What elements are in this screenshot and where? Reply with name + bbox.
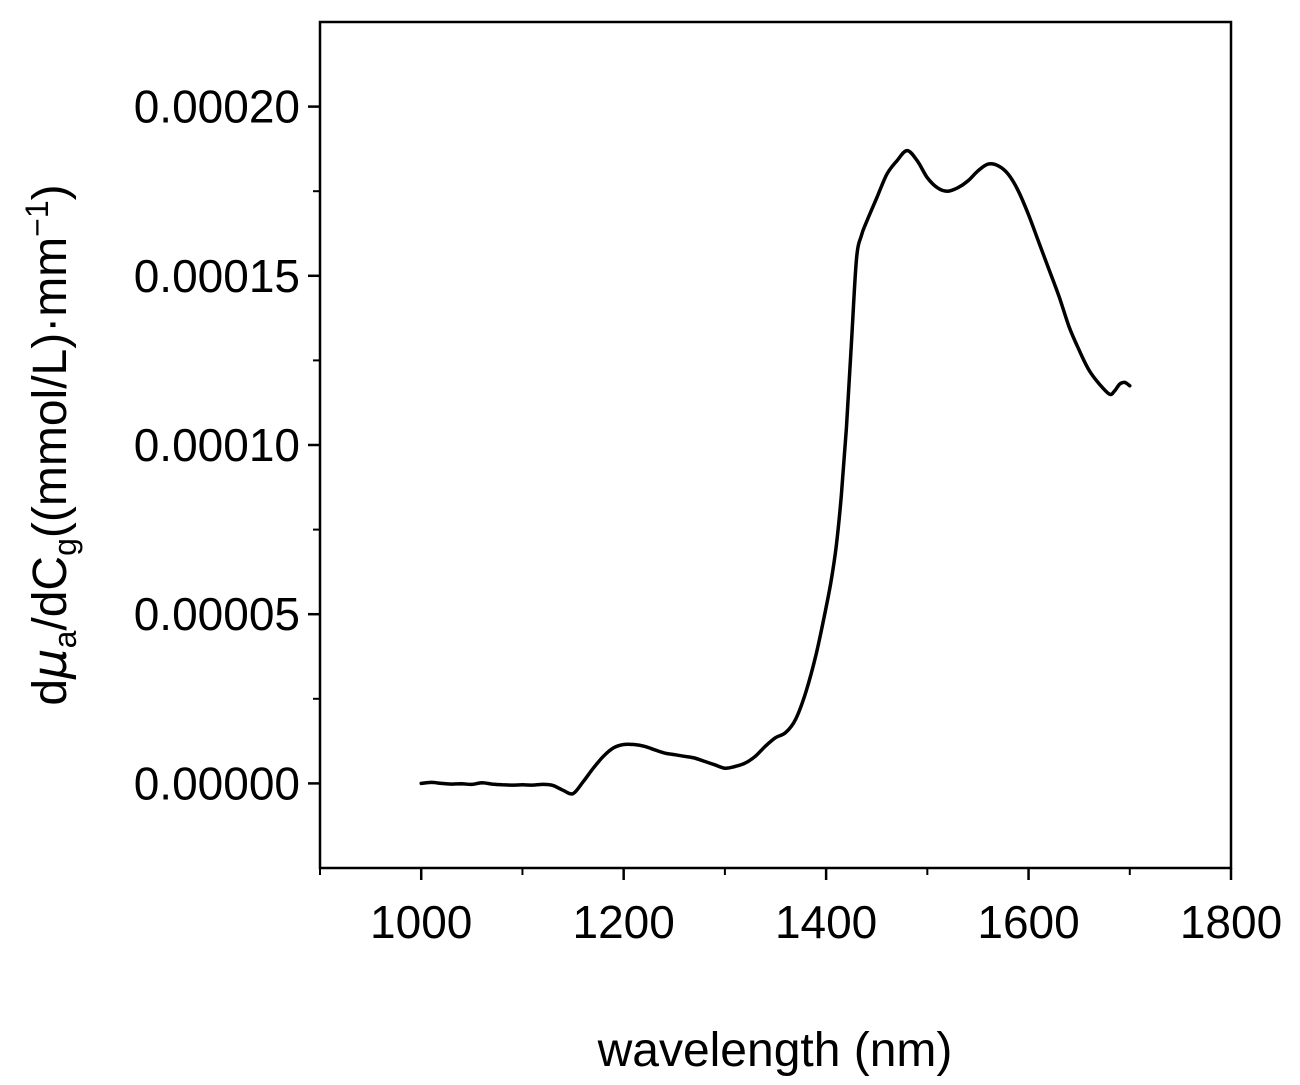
x-tick-label: 1400 — [775, 896, 877, 948]
y-tick-label: 0.00020 — [134, 81, 300, 133]
x-axis-label: wavelength (nm) — [597, 1024, 953, 1077]
plot-frame — [318, 20, 1233, 870]
y-tick-label: 0.00015 — [134, 250, 300, 302]
y-axis-label: dμa/dCg((mmol/L)·mm−1) — [19, 184, 83, 705]
y-label-mu: μ — [22, 648, 78, 680]
x-tick-label: 1800 — [1180, 896, 1282, 948]
y-label-middle: /dC — [24, 556, 77, 631]
y-label-c-subscript: g — [47, 538, 83, 556]
series-layer — [419, 148, 1132, 796]
y-tick-label: 0.00000 — [134, 757, 300, 809]
y-tick-label: 0.00010 — [134, 419, 300, 471]
series-line — [419, 148, 1132, 796]
y-label-mu-subscript: a — [47, 630, 83, 648]
y-label-prefix: d — [24, 679, 77, 706]
y-tick-label: 0.00005 — [134, 588, 300, 640]
y-label-close: ) — [24, 184, 77, 200]
y-label-units: ((mmol/L)·mm — [24, 237, 77, 538]
x-tick-label: 1600 — [977, 896, 1079, 948]
x-axis-ticks: 1000 1200 1400 1600 1800 — [319, 868, 1282, 948]
y-axis-ticks: 0.00000 0.00005 0.00010 0.00015 0.00020 — [134, 81, 320, 809]
x-tick-label: 1200 — [572, 896, 674, 948]
x-tick-label: 1000 — [370, 896, 472, 948]
y-label-exponent: −1 — [19, 200, 55, 236]
